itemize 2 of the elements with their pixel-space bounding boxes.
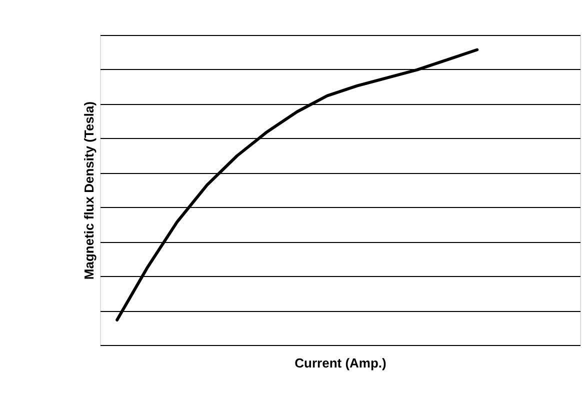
- x-axis-title: Current (Amp.): [294, 356, 386, 370]
- y-axis-title: Magnetic flux Density (Tesla): [82, 101, 96, 280]
